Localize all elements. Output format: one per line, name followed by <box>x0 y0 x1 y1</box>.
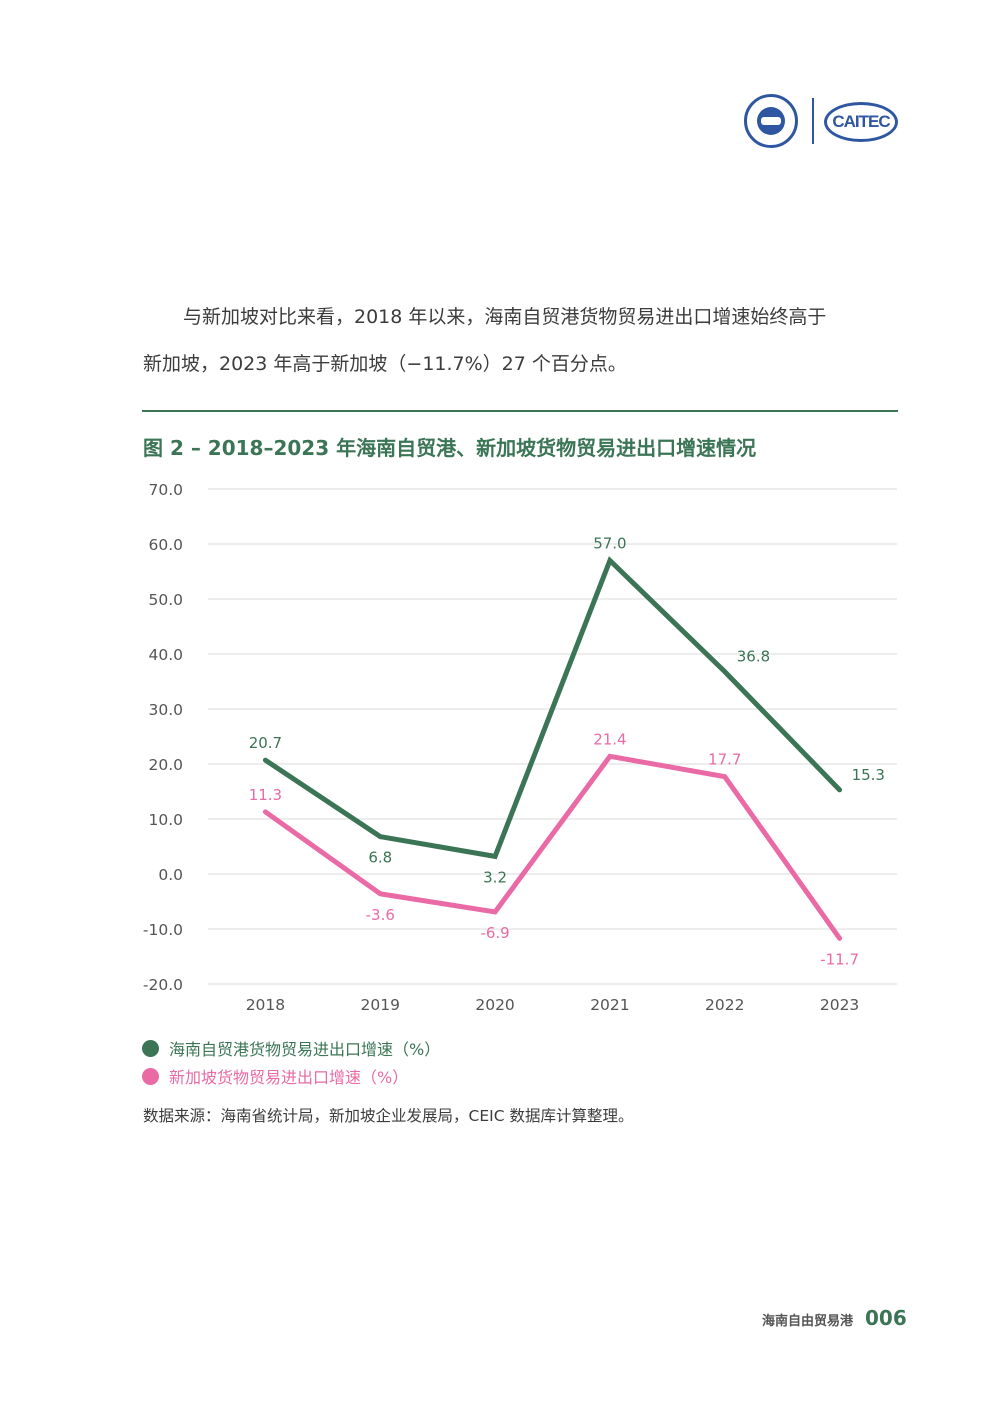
data-label: -3.6 <box>366 906 395 924</box>
data-label: 6.8 <box>368 849 392 867</box>
china-top-think-tanks-logo-icon <box>744 94 798 148</box>
data-label: 11.3 <box>249 786 282 804</box>
y-tick-label: -10.0 <box>143 921 183 939</box>
data-labels: 20.7 6.8 3.2 57.0 36.8 15.3 11.3 -3.6 -6.9 21.4 17… <box>249 535 885 969</box>
publication-name: 海南自由贸易港 <box>762 1314 854 1329</box>
body-paragraph: 与新加坡对比来看，2018 年以来，海南自贸港货物贸易进出口增速始终高于 新加坡… <box>143 294 903 388</box>
y-tick-label: 50.0 <box>148 591 183 609</box>
gridlines <box>208 488 897 985</box>
paragraph-line-2: 新加坡，2023 年高于新加坡（−11.7%）27 个百分点。 <box>143 353 627 375</box>
data-label: 17.7 <box>708 751 741 769</box>
x-tick-label: 2023 <box>820 996 859 1014</box>
legend-item-singapore: 新加坡货物贸易进出口增速（%） <box>142 1062 440 1090</box>
series-lines <box>262 556 843 941</box>
logo-divider <box>812 98 814 144</box>
x-tick-label: 2020 <box>475 996 514 1014</box>
y-tick-label: 20.0 <box>148 756 183 774</box>
y-tick-label: 70.0 <box>148 481 183 499</box>
chart-legend: 海南自贸港货物贸易进出口增速（%） 新加坡货物贸易进出口增速（%） <box>142 1034 440 1090</box>
data-label: 3.2 <box>483 868 507 886</box>
legend-item-hainan: 海南自贸港货物贸易进出口增速（%） <box>142 1034 440 1062</box>
x-tick-label: 2021 <box>590 996 629 1014</box>
page-number: 006 <box>865 1306 907 1330</box>
data-label: 21.4 <box>593 730 626 748</box>
y-axis-ticks: 70.0 60.0 50.0 40.0 30.0 20.0 10.0 0.0 -10.0 -20.… <box>143 481 183 994</box>
y-tick-label: 40.0 <box>148 646 183 664</box>
series-line-0 <box>262 556 843 860</box>
y-tick-label: 60.0 <box>148 536 183 554</box>
data-label: -6.9 <box>480 924 509 942</box>
header-logos: CAITEC <box>744 92 904 152</box>
paragraph-line-1: 与新加坡对比来看，2018 年以来，海南自贸港货物贸易进出口增速始终高于 <box>183 306 827 328</box>
x-tick-label: 2019 <box>361 996 400 1014</box>
data-source-note: 数据来源：海南省统计局，新加坡企业发展局，CEIC 数据库计算整理。 <box>143 1107 634 1125</box>
x-tick-label: 2018 <box>246 996 285 1014</box>
x-axis-ticks: 2018 2019 2020 2021 2022 2023 <box>246 996 860 1014</box>
x-tick-label: 2022 <box>705 996 744 1014</box>
y-tick-label: -20.0 <box>143 976 183 994</box>
data-label: 20.7 <box>249 734 282 752</box>
data-label: 15.3 <box>852 766 885 784</box>
y-tick-label: 0.0 <box>158 866 183 884</box>
legend-dot-icon <box>142 1067 159 1085</box>
page-footer: 海南自由贸易港 006 <box>762 1306 907 1330</box>
caitec-logo: CAITEC <box>824 102 898 142</box>
data-label: 36.8 <box>737 648 770 666</box>
data-label: 57.0 <box>593 535 626 553</box>
data-label: -11.7 <box>820 950 859 968</box>
legend-label: 新加坡货物贸易进出口增速（%） <box>169 1068 409 1087</box>
section-divider <box>142 410 898 412</box>
series-line-1 <box>262 753 843 941</box>
legend-dot-icon <box>142 1039 159 1057</box>
y-tick-label: 30.0 <box>148 701 183 719</box>
legend-label: 海南自贸港货物贸易进出口增速（%） <box>169 1040 441 1059</box>
y-tick-label: 10.0 <box>148 811 183 829</box>
figure-title: 图 2 – 2018–2023 年海南自贸港、新加坡货物贸易进出口增速情况 <box>143 436 757 460</box>
